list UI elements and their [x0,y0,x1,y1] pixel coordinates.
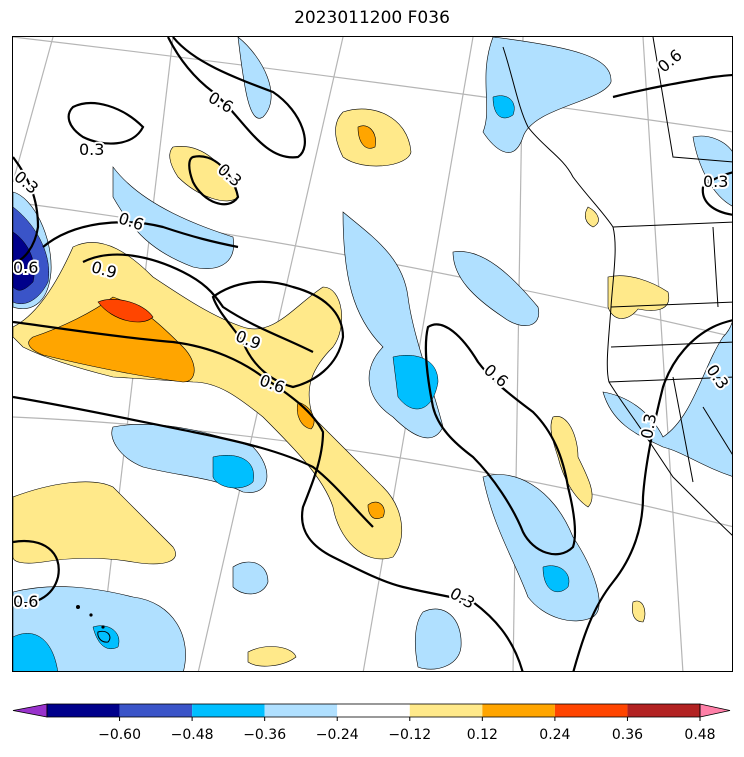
colorbar-cell [264,704,338,717]
colorbar-ticks: −0.60 −0.48 −0.36 −0.24 −0.12 0.12 0.24 0.36 0.4… [98,717,716,743]
colorbar-tick-label: −0.60 [98,727,141,743]
colorbar-cell [337,704,410,717]
contour-label: 0.3 [703,172,728,191]
colorbar-cell [554,704,628,717]
contour-label: 0.6 [480,360,512,391]
colorbar-tick-label: 0.24 [539,727,570,743]
contour-label: 0.3 [79,140,104,159]
plot-title: 2023011200 F036 [294,8,450,28]
colorbar-cell [47,704,120,717]
colorbar-frame [46,703,701,718]
colorbar-tick-label: −0.36 [243,727,286,743]
colorbar-cells [12,703,731,718]
colorbar-cell [192,704,265,717]
coastlines [502,37,732,536]
colorbar-tick-label: 0.12 [467,727,498,743]
map-canvas: 0.6 0.3 0.3 0.3 0.6 0.6 0.9 0.9 0.6 0.6 … [13,37,732,671]
colorbar-cell [627,704,700,717]
colorbar-cell [409,704,483,717]
colorbar-tick-label: −0.12 [388,727,431,743]
colorbar-cell [119,704,193,717]
colorbar-tick-label: 0.36 [612,727,643,743]
strong-negative-regions [13,95,570,671]
hawaii-islands [76,605,111,643]
colorbar-tick-label: −0.48 [171,727,214,743]
colorbar-cell [482,704,555,717]
colorbar-extend-high [699,703,731,718]
colorbar-tick-label: 0.48 [684,727,715,743]
map-panel: 0.6 0.3 0.3 0.3 0.6 0.6 0.9 0.9 0.6 0.6 … [12,36,733,672]
positive-anomaly-regions [13,108,670,667]
colorbar-extend-low [12,703,48,718]
colorbar: −0.60 −0.48 −0.36 −0.24 −0.12 0.12 0.24 0.36 0.4… [12,703,731,743]
contour-label: 0.6 [13,592,38,611]
colorbar-tick-label: −0.24 [316,727,359,743]
contour-lines [13,37,732,671]
contour-label: 0.3 [447,583,479,612]
contour-label: 0.6 [13,258,38,277]
